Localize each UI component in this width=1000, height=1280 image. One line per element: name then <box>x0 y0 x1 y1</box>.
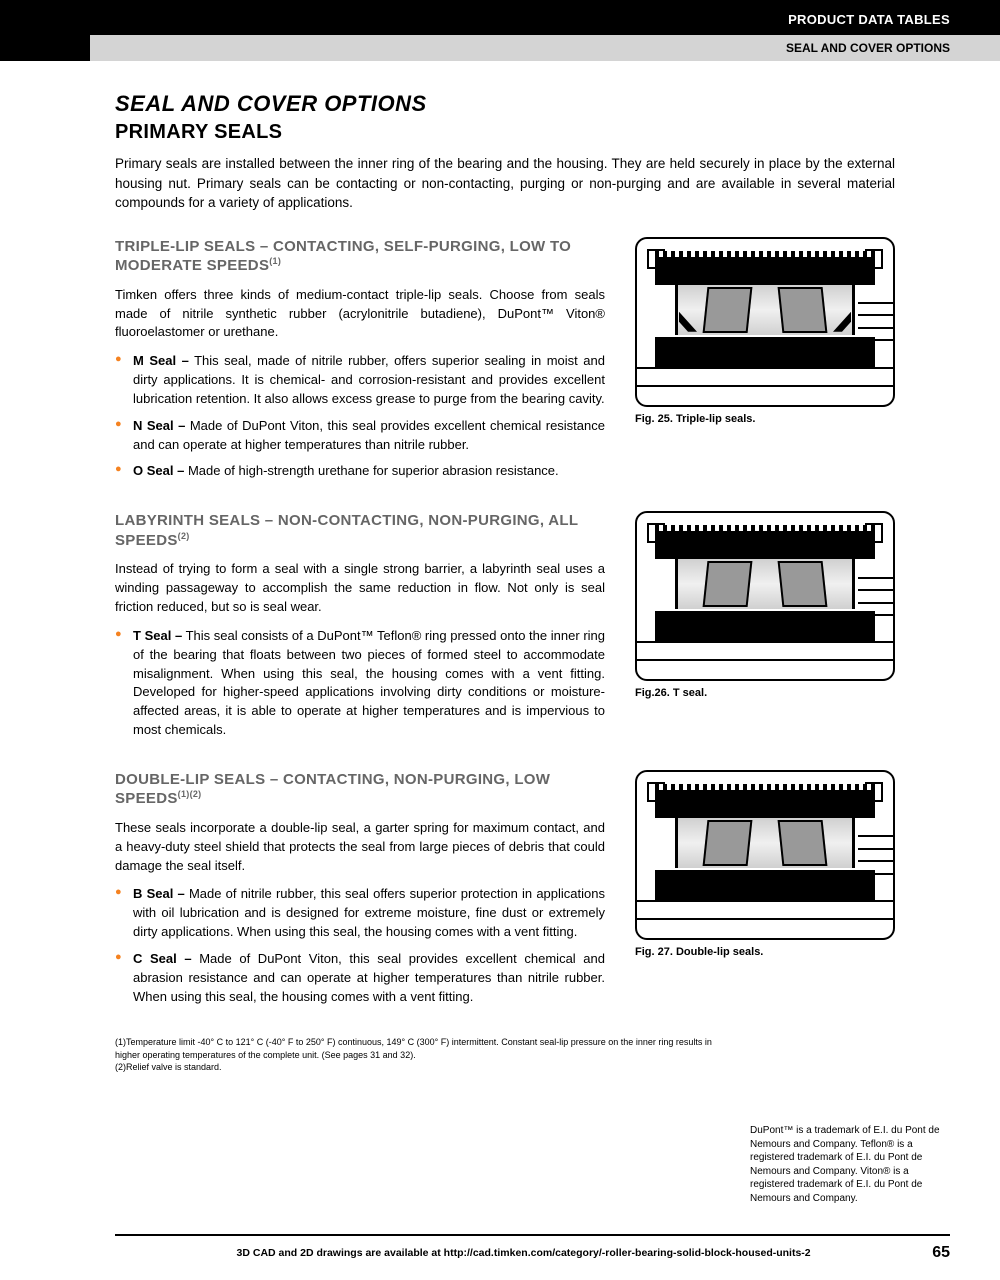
list-item-t-seal: T Seal – This seal consists of a DuPont™… <box>133 627 605 740</box>
list-item-m-seal: M Seal – This seal, made of nitrile rubb… <box>133 352 605 409</box>
trademark-notice: DuPont™ is a trademark of E.I. du Pont d… <box>750 1124 950 1205</box>
footer-bar: 3D CAD and 2D drawings are available at … <box>115 1234 950 1262</box>
section-triple-lip: TRIPLE-LIP SEALS – CONTACTING, SELF-PURG… <box>115 237 950 490</box>
section-title-double: DOUBLE-LIP SEALS – CONTACTING, NON-PURGI… <box>115 770 605 809</box>
header-gray-wrapper: SEAL AND COVER OPTIONS <box>0 35 1000 61</box>
list-triple: M Seal – This seal, made of nitrile rubb… <box>115 352 605 481</box>
figure-27-caption: Fig. 27. Double-lip seals. <box>635 946 895 958</box>
list-item-b-seal: B Seal – Made of nitrile rubber, this se… <box>133 885 605 942</box>
section-double-lip: DOUBLE-LIP SEALS – CONTACTING, NON-PURGI… <box>115 770 950 1015</box>
figure-25 <box>635 237 895 407</box>
list-labyrinth: T Seal – This seal consists of a DuPont™… <box>115 627 605 740</box>
section-body-triple: Timken offers three kinds of medium-cont… <box>115 286 605 343</box>
page-title-sub: PRIMARY SEALS <box>115 121 950 144</box>
section-labyrinth: LABYRINTH SEALS – NON-CONTACTING, NON-PU… <box>115 511 950 748</box>
header-black-bar: PRODUCT DATA TABLES <box>0 0 1000 35</box>
footer-cad-link: 3D CAD and 2D drawings are available at … <box>115 1247 932 1259</box>
figure-27 <box>635 770 895 940</box>
footnotes: (1)Temperature limit -40° C to 121° C (-… <box>115 1036 715 1072</box>
footnote-1: (1)Temperature limit -40° C to 121° C (-… <box>115 1036 715 1060</box>
section-title-labyrinth: LABYRINTH SEALS – NON-CONTACTING, NON-PU… <box>115 511 605 550</box>
list-double: B Seal – Made of nitrile rubber, this se… <box>115 885 605 1006</box>
page-title-main: SEAL AND COVER OPTIONS <box>115 91 950 117</box>
section-body-labyrinth: Instead of trying to form a seal with a … <box>115 560 605 617</box>
footnote-2: (2)Relief valve is standard. <box>115 1061 715 1073</box>
intro-paragraph: Primary seals are installed between the … <box>115 154 895 213</box>
page-content: SEAL AND COVER OPTIONS PRIMARY SEALS Pri… <box>0 61 1000 1073</box>
list-item-c-seal: C Seal – Made of DuPont Viton, this seal… <box>133 950 605 1007</box>
figure-26-caption: Fig.26. T seal. <box>635 687 895 699</box>
figure-26 <box>635 511 895 681</box>
page-number: 65 <box>932 1244 950 1262</box>
list-item-n-seal: N Seal – Made of DuPont Viton, this seal… <box>133 417 605 455</box>
section-title-triple: TRIPLE-LIP SEALS – CONTACTING, SELF-PURG… <box>115 237 605 276</box>
figure-25-caption: Fig. 25. Triple-lip seals. <box>635 413 895 425</box>
section-body-double: These seals incorporate a double-lip sea… <box>115 819 605 876</box>
header-gray-bar: SEAL AND COVER OPTIONS <box>90 35 1000 61</box>
list-item-o-seal: O Seal – Made of high-strength urethane … <box>133 462 605 481</box>
